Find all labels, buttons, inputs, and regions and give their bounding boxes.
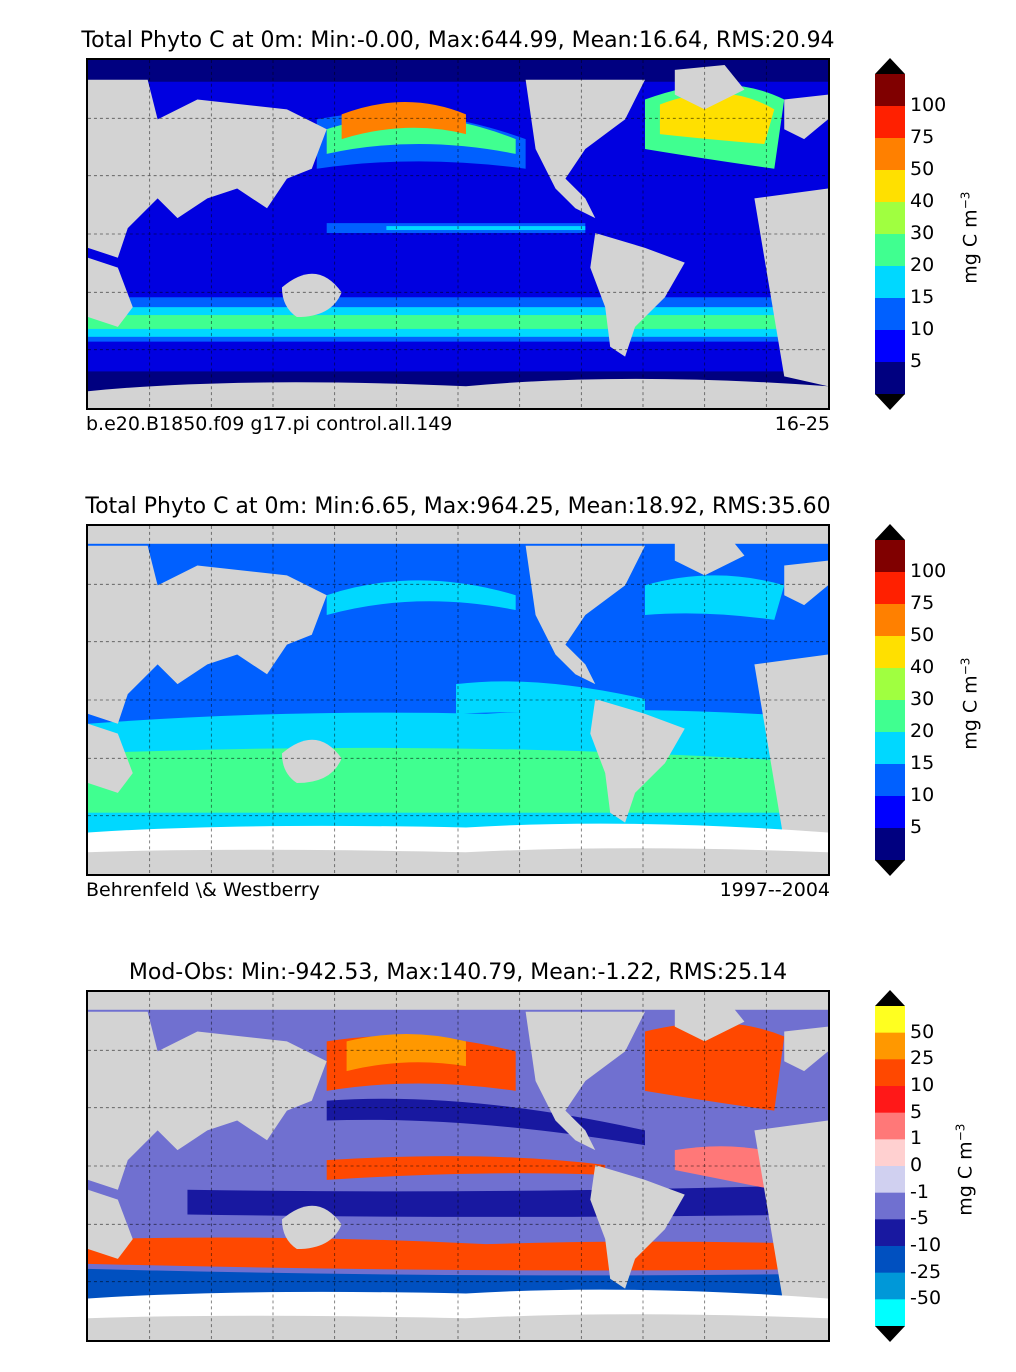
colorbar-tick-label: 50 xyxy=(910,1020,935,1043)
colorbar-swatch xyxy=(875,170,905,203)
colorbar-swatch xyxy=(875,1192,905,1220)
colorbar-tick-label: 5 xyxy=(910,350,923,372)
colorbar-swatch xyxy=(875,1086,905,1114)
colorbar-tick-label: 100 xyxy=(910,94,947,116)
colorbar-swatch xyxy=(875,330,905,363)
colorbar-swatch xyxy=(875,1299,905,1327)
panel2-caption-left: Behrenfeld \& Westberry xyxy=(86,879,320,901)
panel1-title: Total Phyto C at 0m: Min:-0.00, Max:644.… xyxy=(81,28,835,53)
colorbar-swatch xyxy=(875,604,905,637)
colorbar-swatch xyxy=(875,668,905,701)
panel2-colorbar xyxy=(875,524,905,876)
colorbar-swatch xyxy=(875,700,905,733)
colorbar-tick-label: 5 xyxy=(910,816,923,838)
colorbar-tick-label: 1 xyxy=(910,1127,923,1150)
colorbar-swatch xyxy=(875,1032,905,1060)
panel1-caption-left: b.e20.B1850.f09 g17.pi control.all.149 xyxy=(86,413,453,435)
colorbar-tick-label: 15 xyxy=(910,752,935,774)
colorbar-tick-label: 75 xyxy=(910,592,935,614)
colorbar-tick-label: 20 xyxy=(910,720,935,742)
panel3-colorbar xyxy=(875,990,905,1342)
colorbar-tick-label: 25 xyxy=(910,1047,935,1070)
colorbar-swatch xyxy=(875,1059,905,1087)
colorbar-tick-label: 100 xyxy=(910,560,947,582)
colorbar-tick-label: 20 xyxy=(910,254,935,276)
colorbar-tick-label: 30 xyxy=(910,222,935,244)
colorbar-swatch xyxy=(875,1166,905,1194)
colorbar-tick-label: -25 xyxy=(910,1260,942,1283)
panel1-map xyxy=(86,58,830,410)
colorbar-swatch xyxy=(875,1006,905,1034)
colorbar-swatch xyxy=(875,298,905,331)
colorbar-swatch xyxy=(875,828,905,861)
colorbar-tick-label: 5 xyxy=(910,1100,923,1123)
colorbar-tick-label: 30 xyxy=(910,688,935,710)
south-america-landmass xyxy=(590,233,685,357)
colorbar-swatch xyxy=(875,1112,905,1140)
colorbar-tick-label: 40 xyxy=(910,190,935,212)
colorbar-swatch xyxy=(875,540,905,573)
colorbar-tick-label: 15 xyxy=(910,286,935,308)
panel2-map xyxy=(86,524,830,876)
panel3-map xyxy=(86,990,830,1342)
colorbar-tick-label: -5 xyxy=(910,1207,929,1230)
africa-landmass xyxy=(754,188,828,387)
colorbar-tick-label: -50 xyxy=(910,1287,942,1310)
colorbar-swatch xyxy=(875,234,905,267)
panel2-title: Total Phyto C at 0m: Min:6.65, Max:964.2… xyxy=(85,494,831,519)
panel2-caption-right: 1997--2004 xyxy=(719,879,830,901)
north-america-landmass xyxy=(525,79,645,219)
colorbar-swatch xyxy=(875,1139,905,1167)
colorbar-swatch xyxy=(875,202,905,235)
colorbar-tick-label: 10 xyxy=(910,784,935,806)
colorbar-tick-label: 10 xyxy=(910,1074,935,1096)
colorbar-tick-label: 10 xyxy=(910,318,935,340)
colorbar-swatch xyxy=(875,764,905,797)
colorbar-swatch xyxy=(875,636,905,669)
colorbar-tick-label: -10 xyxy=(910,1234,942,1256)
colorbar-swatch xyxy=(875,362,905,395)
colorbar-tick-label: -1 xyxy=(910,1180,929,1203)
colorbar-tick-label: 0 xyxy=(910,1154,923,1176)
colorbar-swatch xyxy=(875,796,905,829)
colorbar-swatch xyxy=(875,1246,905,1274)
panel1-colorbar-unit: mg C m−3 xyxy=(958,191,982,284)
colorbar-swatch xyxy=(875,74,905,107)
colorbar-tick-label: 50 xyxy=(910,158,935,180)
greenland-landmass xyxy=(674,64,745,110)
colorbar-swatch xyxy=(875,266,905,299)
colorbar-swatch xyxy=(875,1219,905,1247)
australia-landmass xyxy=(281,273,342,318)
colorbar-swatch xyxy=(875,732,905,765)
colorbar-tick-label: 75 xyxy=(910,126,935,148)
eurasia-africa-landmass xyxy=(88,79,327,258)
panel2-colorbar-unit: mg C m−3 xyxy=(958,657,982,750)
colorbar-swatch xyxy=(875,106,905,139)
panel3-colorbar-unit: mg C m−3 xyxy=(953,1123,977,1216)
colorbar-tick-label: 50 xyxy=(910,624,935,646)
colorbar-swatch xyxy=(875,138,905,171)
colorbar-swatch xyxy=(875,1272,905,1300)
colorbar-tick-label: 40 xyxy=(910,656,935,678)
panel3-title: Mod-Obs: Min:-942.53, Max:140.79, Mean:-… xyxy=(128,960,788,985)
panel1-colorbar xyxy=(875,58,905,410)
panel1-caption-right: 16-25 xyxy=(774,413,830,435)
colorbar-swatch xyxy=(875,572,905,605)
